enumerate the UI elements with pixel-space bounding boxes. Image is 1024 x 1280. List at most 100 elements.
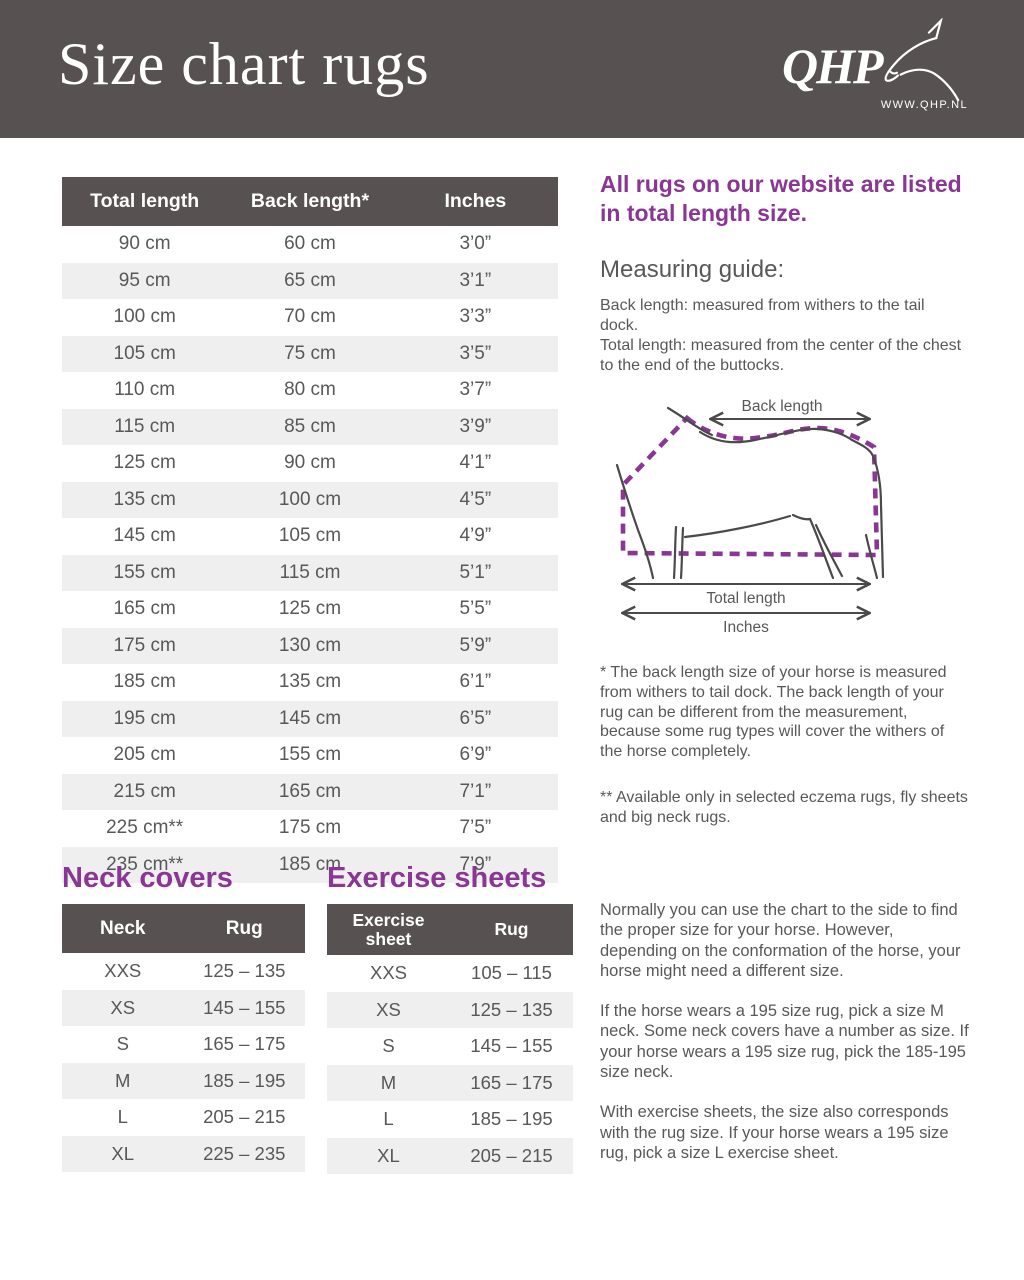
table-row: M 165 – 175 xyxy=(327,1064,573,1101)
cell: 125 – 135 xyxy=(203,960,286,982)
cell: 90 cm xyxy=(284,452,336,474)
cell: 175 cm xyxy=(113,634,176,656)
neck-covers-header: Neck Rug xyxy=(62,904,305,953)
cell: 115 cm xyxy=(279,561,341,583)
table-row: 225 cm** 175 cm 7’5” xyxy=(62,810,558,847)
cell: 3’5” xyxy=(459,342,492,364)
cell: 5’1” xyxy=(459,561,492,583)
table-row: 115 cm 85 cm 3’9” xyxy=(62,408,558,445)
cell: 125 cm xyxy=(113,452,176,474)
table-row: 100 cm 70 cm 3’3” xyxy=(62,299,558,336)
rug-size-table-header: Total length Back length* Inches xyxy=(62,177,558,226)
cell: 155 cm xyxy=(278,744,342,766)
horse-measuring-diagram: Back length Total length Inches xyxy=(590,385,1024,650)
footnote-availability: ** Available only in selected eczema rug… xyxy=(600,789,968,826)
table-row: 125 cm 90 cm 4’1” xyxy=(62,445,558,482)
table-row: 145 cm 105 cm 4’9” xyxy=(62,518,558,555)
cell: 185 – 195 xyxy=(470,1108,553,1130)
cell: 165 cm xyxy=(113,598,176,620)
sizing-notes: Normally you can use the chart to the si… xyxy=(600,900,972,1183)
cell: 65 cm xyxy=(284,269,336,291)
col-rug: Rug xyxy=(450,904,573,955)
sidebar: All rugs on our website are listed in to… xyxy=(600,170,966,376)
table-row: XL 225 – 235 xyxy=(62,1135,305,1172)
cell: 90 cm xyxy=(118,233,171,255)
exercise-sheets-title: Exercise sheets xyxy=(327,862,547,894)
exercise-sheets-table: Exercise sheet Rug XXS 105 – 115 XS 125 – … xyxy=(327,904,573,1174)
measuring-guide-title: Measuring guide: xyxy=(600,256,785,284)
cell: 105 – 115 xyxy=(471,962,552,984)
col-rug: Rug xyxy=(183,904,305,953)
cell: 125 cm xyxy=(278,598,342,620)
table-row: 185 cm 135 cm 6’1” xyxy=(62,664,558,701)
cell: 6’5” xyxy=(459,707,492,729)
cell: 5’5” xyxy=(459,598,492,620)
cell: 130 cm xyxy=(278,634,342,656)
header-banner: Size chart rugs QHP WWW.QHP.NL xyxy=(0,0,1024,138)
table-row: 105 cm 75 cm 3’5” xyxy=(62,335,558,372)
exercise-sheets-header: Exercise sheet Rug xyxy=(327,904,573,955)
inches-label: Inches xyxy=(723,619,769,636)
rug-size-table: Total length Back length* Inches 90 cm 60… xyxy=(62,177,558,883)
guide-back-length: Back length: measured from withers to th… xyxy=(600,297,925,335)
table-row: M 185 – 195 xyxy=(62,1062,305,1099)
cell: 3’7” xyxy=(459,379,492,401)
measuring-guide-text: Back length: measured from withers to th… xyxy=(600,296,966,375)
cell: M xyxy=(380,1071,397,1093)
cell: 100 cm xyxy=(113,306,176,328)
cell: 205 – 215 xyxy=(203,1106,286,1128)
cell: 7’5” xyxy=(459,817,492,839)
cell: 70 cm xyxy=(284,306,336,328)
table-row: L 185 – 195 xyxy=(327,1101,573,1138)
cell: XL xyxy=(377,1144,400,1166)
cell: 95 cm xyxy=(118,269,171,291)
cell: 100 cm xyxy=(278,488,342,510)
cell: 225 – 235 xyxy=(203,1142,286,1164)
cell: 4’1” xyxy=(459,452,492,474)
cell: 3’3” xyxy=(459,306,492,328)
cell: 115 cm xyxy=(114,415,176,437)
table-row: 155 cm 115 cm 5’1” xyxy=(62,554,558,591)
table-row: XL 205 – 215 xyxy=(327,1137,573,1174)
table-row: XXS 125 – 135 xyxy=(62,953,305,990)
col-inches: Inches xyxy=(392,177,558,226)
cell: S xyxy=(382,1035,395,1057)
horse-head-icon xyxy=(872,17,964,107)
page-title: Size chart rugs xyxy=(58,31,430,97)
cell: 185 – 195 xyxy=(203,1069,286,1091)
total-length-label: Total length xyxy=(706,590,785,607)
table-row: 175 cm 130 cm 5’9” xyxy=(62,627,558,664)
back-length-label: Back length xyxy=(742,398,823,415)
col-exercise-sheet: Exercise sheet xyxy=(327,904,450,955)
cell: 175 cm xyxy=(278,817,342,839)
footnote-back-length: * The back length size of your horse is … xyxy=(600,664,947,761)
cell: 3’1” xyxy=(459,269,492,291)
cell: 155 cm xyxy=(113,561,176,583)
table-row: XS 145 – 155 xyxy=(62,989,305,1026)
cell: 145 – 155 xyxy=(203,996,286,1018)
table-row: 135 cm 100 cm 4’5” xyxy=(62,481,558,518)
cell: 4’5” xyxy=(459,488,492,510)
cell: 145 cm xyxy=(113,525,176,547)
cell: 165 – 175 xyxy=(203,1033,286,1055)
col-neck: Neck xyxy=(62,904,184,953)
cell: L xyxy=(383,1108,394,1130)
table-row: 195 cm 145 cm 6’5” xyxy=(62,700,558,737)
cell: S xyxy=(116,1033,129,1055)
cell: 4’9” xyxy=(459,525,492,547)
cell: 145 cm xyxy=(278,707,342,729)
table-row: 165 cm 125 cm 5’5” xyxy=(62,591,558,628)
cell: XL xyxy=(111,1142,135,1164)
neck-covers-table: Neck Rug XXS 125 – 135 XS 145 – 155 S 165 –… xyxy=(62,904,305,1172)
cell: 165 cm xyxy=(278,780,342,802)
cell: 7’9” xyxy=(459,853,492,875)
cell: 215 cm xyxy=(113,780,176,802)
cell: 125 – 135 xyxy=(470,998,553,1020)
cell: 185 cm xyxy=(278,853,342,875)
cell: 60 cm xyxy=(284,233,336,255)
rug-outline xyxy=(620,414,880,558)
cell: XS xyxy=(376,998,401,1020)
qhp-logo: QHP WWW.QHP.NL xyxy=(782,17,982,124)
cell: 165 – 175 xyxy=(470,1071,553,1093)
